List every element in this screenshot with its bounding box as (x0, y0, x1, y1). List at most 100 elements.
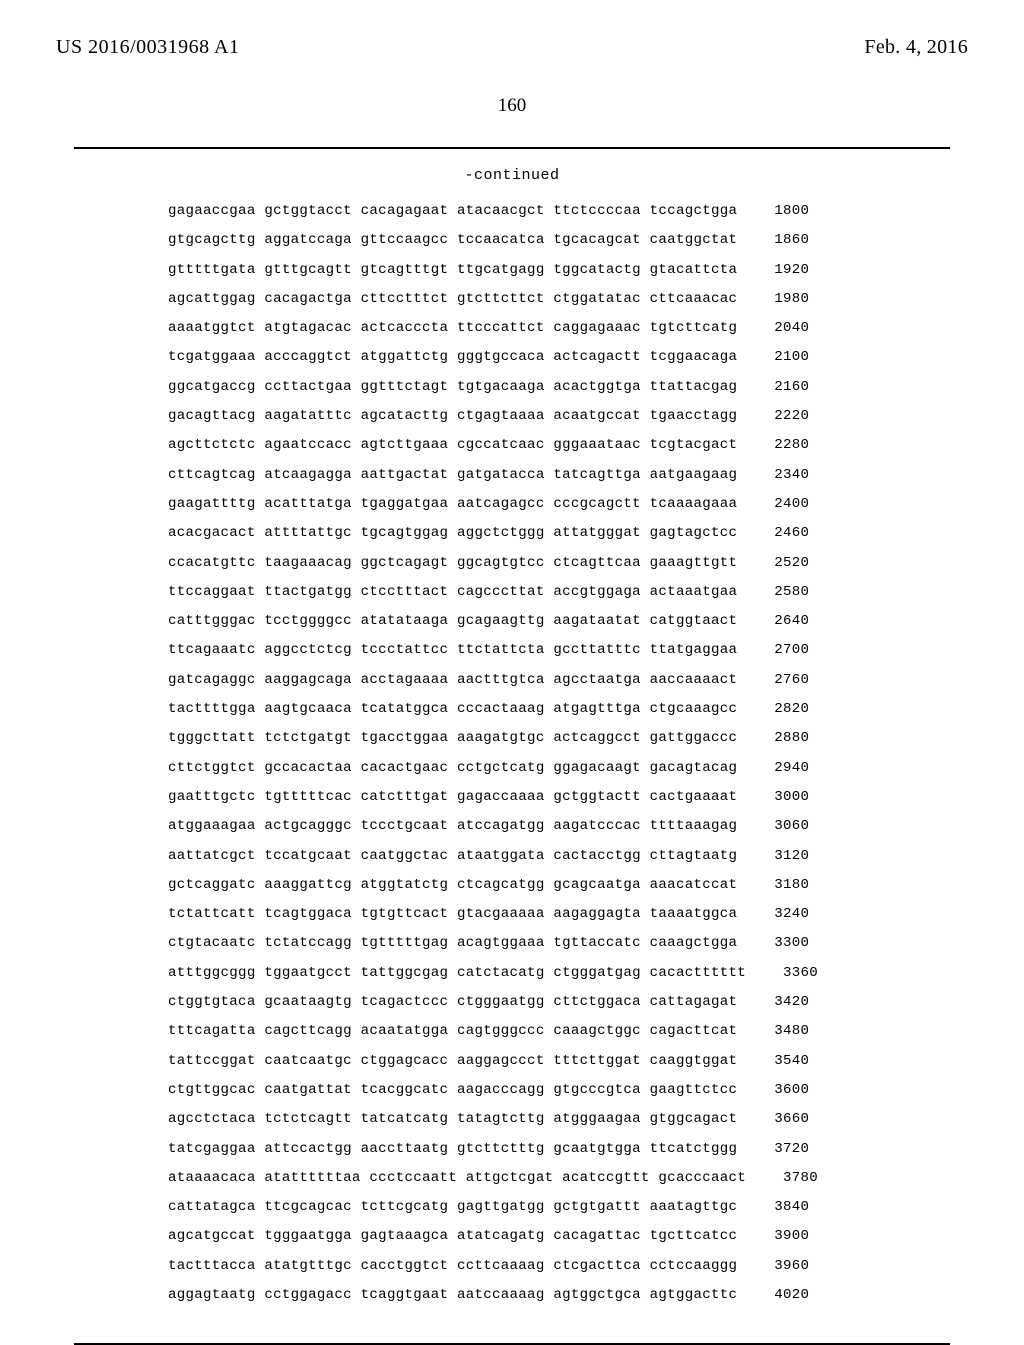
sequence-position: 2580 (761, 585, 809, 600)
sequence-line: gaatttgctc tgtttttcac catctttgat gagacca… (168, 790, 950, 819)
sequence-position: 2280 (761, 438, 809, 453)
sequence-groups: aaaatggtct atgtagacac actcacccta ttcccat… (168, 321, 737, 336)
sequence-groups: cattatagca ttcgcagcac tcttcgcatg gagttga… (168, 1200, 737, 1215)
sequence-groups: aggagtaatg cctggagacc tcaggtgaat aatccaa… (168, 1288, 737, 1303)
sequence-groups: gacagttacg aagatatttc agcatacttg ctgagta… (168, 409, 737, 424)
sequence-position: 1800 (761, 204, 809, 219)
publication-number: US 2016/0031968 A1 (56, 36, 239, 59)
sequence-line: ttcagaaatc aggcctctcg tccctattcc ttctatt… (168, 643, 950, 672)
sequence-position: 1980 (761, 292, 809, 307)
sequence-groups: ataaaacaca atattttttaa ccctccaatt attgct… (168, 1171, 746, 1186)
sequence-groups: gctcaggatc aaaggattcg atggtatctg ctcagca… (168, 878, 737, 893)
sequence-groups: aattatcgct tccatgcaat caatggctac ataatgg… (168, 849, 737, 864)
sequence-groups: tcgatggaaa acccaggtct atggattctg gggtgcc… (168, 350, 737, 365)
header-row: US 2016/0031968 A1 Feb. 4, 2016 (56, 36, 968, 59)
sequence-position: 3780 (770, 1171, 818, 1186)
sequence-line: cttcagtcag atcaagagga aattgactat gatgata… (168, 468, 950, 497)
sequence-groups: gatcagaggc aaggagcaga acctagaaaa aactttg… (168, 673, 737, 688)
sequence-position: 2460 (761, 526, 809, 541)
sequence-line: gtgcagcttg aggatccaga gttccaagcc tccaaca… (168, 233, 950, 262)
sequence-line: tatcgaggaa attccactgg aaccttaatg gtcttct… (168, 1142, 950, 1171)
sequence-groups: atttggcggg tggaatgcct tattggcgag catctac… (168, 966, 746, 981)
sequence-position: 2520 (761, 556, 809, 571)
sequence-lines: gagaaccgaa gctggtacct cacagagaat atacaac… (168, 204, 950, 1317)
sequence-line: cttctggtct gccacactaa cacactgaac cctgctc… (168, 761, 950, 790)
sequence-groups: agcattggag cacagactga cttcctttct gtcttct… (168, 292, 737, 307)
sequence-groups: cttcagtcag atcaagagga aattgactat gatgata… (168, 468, 737, 483)
sequence-line: atttggcggg tggaatgcct tattggcgag catctac… (168, 966, 950, 995)
sequence-line: gatcagaggc aaggagcaga acctagaaaa aactttg… (168, 673, 950, 702)
sequence-position: 3900 (761, 1229, 809, 1244)
sequence-line: gacagttacg aagatatttc agcatacttg ctgagta… (168, 409, 950, 438)
sequence-groups: tgggcttatt tctctgatgt tgacctggaa aaagatg… (168, 731, 737, 746)
sequence-position: 2940 (761, 761, 809, 776)
sequence-groups: ggcatgaccg ccttactgaa ggtttctagt tgtgaca… (168, 380, 737, 395)
sequence-position: 3060 (761, 819, 809, 834)
sequence-position: 3840 (761, 1200, 809, 1215)
sequence-position: 2820 (761, 702, 809, 717)
sequence-line: gctcaggatc aaaggattcg atggtatctg ctcagca… (168, 878, 950, 907)
sequence-position: 2640 (761, 614, 809, 629)
sequence-position: 2040 (761, 321, 809, 336)
sequence-position: 2160 (761, 380, 809, 395)
sequence-line: gtttttgata gtttgcagtt gtcagtttgt ttgcatg… (168, 263, 950, 292)
sequence-line: agcctctaca tctctcagtt tatcatcatg tatagtc… (168, 1112, 950, 1141)
sequence-groups: tttcagatta cagcttcagg acaatatgga cagtggg… (168, 1024, 737, 1039)
sequence-position: 3300 (761, 936, 809, 951)
sequence-groups: atggaaagaa actgcagggc tccctgcaat atccaga… (168, 819, 737, 834)
sequence-position: 3180 (761, 878, 809, 893)
sequence-position: 2220 (761, 409, 809, 424)
sequence-groups: tatcgaggaa attccactgg aaccttaatg gtcttct… (168, 1142, 737, 1157)
sequence-line: cattatagca ttcgcagcac tcttcgcatg gagttga… (168, 1200, 950, 1229)
sequence-groups: ctgttggcac caatgattat tcacggcatc aagaccc… (168, 1083, 737, 1098)
sequence-groups: acacgacact attttattgc tgcagtggag aggctct… (168, 526, 737, 541)
sequence-groups: ttcagaaatc aggcctctcg tccctattcc ttctatt… (168, 643, 737, 658)
sequence-position: 3540 (761, 1054, 809, 1069)
sequence-line: tattccggat caatcaatgc ctggagcacc aaggagc… (168, 1054, 950, 1083)
sequence-groups: ccacatgttc taagaaacag ggctcagagt ggcagtg… (168, 556, 737, 571)
sequence-position: 3120 (761, 849, 809, 864)
sequence-position: 1920 (761, 263, 809, 278)
sequence-groups: agcatgccat tgggaatgga gagtaaagca atatcag… (168, 1229, 737, 1244)
sequence-line: ggcatgaccg ccttactgaa ggtttctagt tgtgaca… (168, 380, 950, 409)
sequence-line: agcattggag cacagactga cttcctttct gtcttct… (168, 292, 950, 321)
sequence-position: 3240 (761, 907, 809, 922)
sequence-line: agcttctctc agaatccacc agtcttgaaa cgccatc… (168, 438, 950, 467)
sequence-box: -continued gagaaccgaa gctggtacct cacagag… (74, 147, 950, 1345)
sequence-position: 2760 (761, 673, 809, 688)
sequence-position: 3600 (761, 1083, 809, 1098)
sequence-position: 1860 (761, 233, 809, 248)
sequence-groups: ttccaggaat ttactgatgg ctcctttact cagccct… (168, 585, 737, 600)
sequence-position: 3480 (761, 1024, 809, 1039)
sequence-position: 4020 (761, 1288, 809, 1303)
sequence-groups: gtttttgata gtttgcagtt gtcagtttgt ttgcatg… (168, 263, 737, 278)
sequence-groups: gtgcagcttg aggatccaga gttccaagcc tccaaca… (168, 233, 737, 248)
sequence-groups: ctggtgtaca gcaataagtg tcagactccc ctgggaa… (168, 995, 737, 1010)
sequence-groups: tacttttgga aagtgcaaca tcatatggca cccacta… (168, 702, 737, 717)
sequence-line: ctgttggcac caatgattat tcacggcatc aagaccc… (168, 1083, 950, 1112)
sequence-position: 2400 (761, 497, 809, 512)
sequence-line: ataaaacaca atattttttaa ccctccaatt attgct… (168, 1171, 950, 1200)
sequence-line: ccacatgttc taagaaacag ggctcagagt ggcagtg… (168, 556, 950, 585)
sequence-groups: gaatttgctc tgtttttcac catctttgat gagacca… (168, 790, 737, 805)
page-number: 160 (56, 95, 968, 117)
sequence-line: ctggtgtaca gcaataagtg tcagactccc ctgggaa… (168, 995, 950, 1024)
sequence-line: tctattcatt tcagtggaca tgtgttcact gtacgaa… (168, 907, 950, 936)
sequence-line: atggaaagaa actgcagggc tccctgcaat atccaga… (168, 819, 950, 848)
sequence-line: gagaaccgaa gctggtacct cacagagaat atacaac… (168, 204, 950, 233)
sequence-groups: tattccggat caatcaatgc ctggagcacc aaggagc… (168, 1054, 737, 1069)
sequence-line: tgggcttatt tctctgatgt tgacctggaa aaagatg… (168, 731, 950, 760)
sequence-line: agcatgccat tgggaatgga gagtaaagca atatcag… (168, 1229, 950, 1258)
page: US 2016/0031968 A1 Feb. 4, 2016 160 -con… (0, 0, 1024, 1320)
sequence-position: 3960 (761, 1259, 809, 1274)
sequence-line: catttgggac tcctggggcc atatataaga gcagaag… (168, 614, 950, 643)
sequence-position: 3420 (761, 995, 809, 1010)
sequence-line: ctgtacaatc tctatccagg tgtttttgag acagtgg… (168, 936, 950, 965)
sequence-groups: gagaaccgaa gctggtacct cacagagaat atacaac… (168, 204, 737, 219)
continued-label: -continued (74, 167, 950, 184)
sequence-groups: agcttctctc agaatccacc agtcttgaaa cgccatc… (168, 438, 737, 453)
sequence-position: 2340 (761, 468, 809, 483)
publication-date: Feb. 4, 2016 (864, 36, 968, 59)
sequence-line: aattatcgct tccatgcaat caatggctac ataatgg… (168, 849, 950, 878)
sequence-groups: cttctggtct gccacactaa cacactgaac cctgctc… (168, 761, 737, 776)
